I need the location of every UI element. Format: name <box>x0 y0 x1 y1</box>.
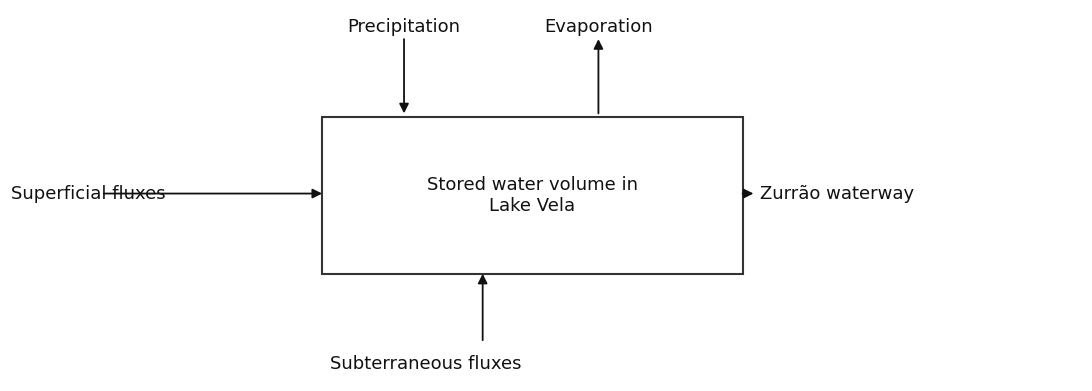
FancyBboxPatch shape <box>322 117 743 274</box>
Text: Superficial fluxes: Superficial fluxes <box>11 185 166 203</box>
Text: Subterraneous fluxes: Subterraneous fluxes <box>330 355 522 373</box>
Text: Zurrão waterway: Zurrão waterway <box>760 185 914 203</box>
Text: Precipitation: Precipitation <box>347 18 461 36</box>
Text: Evaporation: Evaporation <box>544 18 653 36</box>
Text: Stored water volume in
Lake Vela: Stored water volume in Lake Vela <box>427 176 638 215</box>
